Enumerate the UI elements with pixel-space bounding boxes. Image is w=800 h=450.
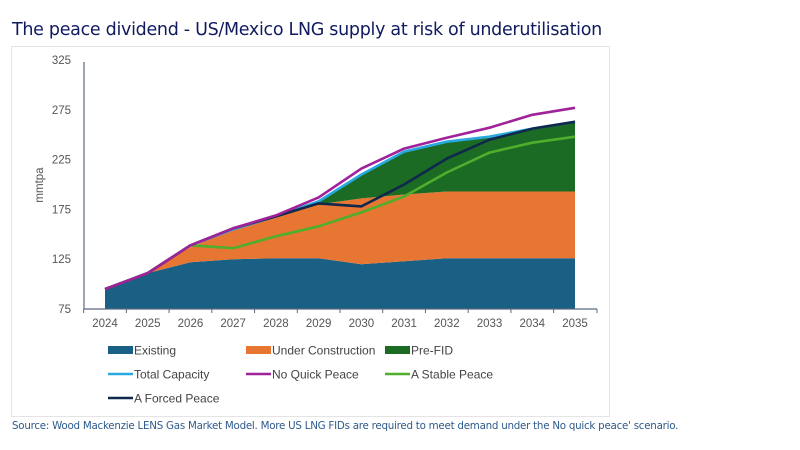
area-pre-fid	[105, 121, 575, 290]
x-tick-label: 2033	[477, 318, 503, 330]
x-tick-label: 2029	[306, 318, 332, 330]
chart-frame	[11, 46, 610, 417]
x-tick-label: 2032	[434, 318, 460, 330]
legend-item-a-forced-peace: A Forced Peace	[108, 392, 220, 406]
y-tick-label: 225	[52, 155, 71, 167]
chart-title: The peace dividend - US/Mexico LNG suppl…	[12, 20, 602, 40]
area-existing	[105, 258, 575, 309]
y-ticks-group: 75 125 175 225 275 325	[52, 55, 71, 316]
y-tick-label: 175	[52, 204, 71, 216]
areas-group	[105, 121, 575, 309]
legend-item-pre-fid: Pre-FID	[385, 344, 453, 358]
legend-item-a-stable-peace: A Stable Peace	[385, 368, 493, 382]
y-tick-label: 325	[52, 55, 71, 67]
x-tick-label: 2025	[135, 318, 161, 330]
y-tick-label: 125	[52, 254, 71, 266]
legend-item-total-capacity: Total Capacity	[108, 368, 209, 382]
legend-label: Existing	[134, 344, 176, 358]
legend-swatch	[246, 346, 271, 354]
x-tick-label: 2030	[349, 318, 375, 330]
x-tick-label: 2034	[519, 318, 545, 330]
legend-label: No Quick Peace	[272, 368, 359, 382]
area-under-construction	[105, 191, 575, 290]
y-axis-label: mmtpa	[34, 167, 46, 203]
lines-group	[104, 106, 576, 291]
x-tick-label: 2031	[391, 318, 417, 330]
legend-item-existing: Existing	[108, 344, 176, 358]
legend-label: Pre-FID	[411, 344, 453, 358]
y-tick-label: 75	[58, 304, 71, 316]
x-ticks-group: 2024 2025 2026 2027 2028 2029 2030 2031 2032 2033…	[83, 309, 598, 330]
x-tick-label: 2026	[178, 318, 204, 330]
x-tick-label: 2024	[92, 318, 118, 330]
x-tick-label: 2028	[263, 318, 289, 330]
legend: Existing Under Construction Pre-FID Total C…	[108, 344, 493, 406]
x-tick-label: 2027	[220, 318, 246, 330]
legend-label: A Forced Peace	[134, 392, 220, 406]
y-tick-label: 275	[52, 105, 71, 117]
line-no-quick-peace	[104, 106, 576, 291]
legend-label: A Stable Peace	[411, 368, 493, 382]
legend-label: Total Capacity	[134, 368, 209, 382]
legend-label: Under Construction	[272, 344, 375, 358]
legend-item-under-construction: Under Construction	[246, 344, 375, 358]
legend-item-no-quick-peace: No Quick Peace	[246, 368, 359, 382]
source-note: Source: Wood Mackenzie LENS Gas Market M…	[12, 420, 679, 432]
x-tick-label: 2035	[562, 318, 588, 330]
legend-swatch	[385, 346, 410, 354]
legend-swatch	[108, 346, 133, 354]
